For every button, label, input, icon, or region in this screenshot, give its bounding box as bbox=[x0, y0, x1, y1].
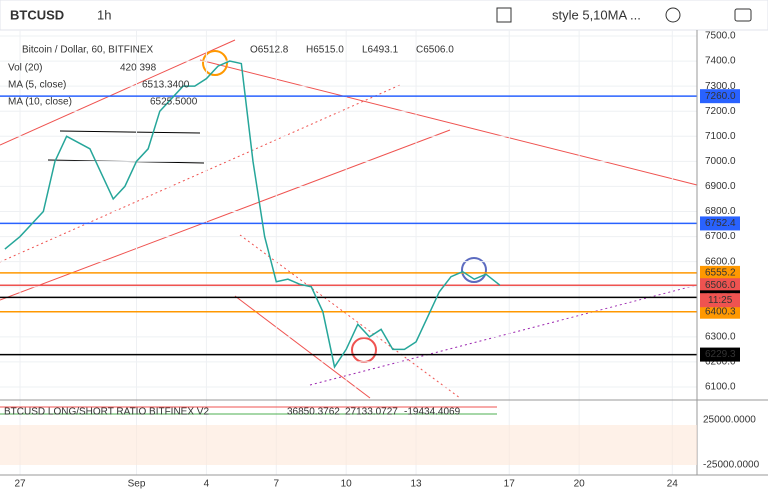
y-tick-label: 7300.0 bbox=[705, 81, 736, 92]
toolbar: BTCUSD 1h style 5,10MA ... bbox=[0, 0, 768, 31]
legend-title: Bitcoin / Dollar, 60, BITFINEX bbox=[22, 45, 153, 56]
x-tick-label: 20 bbox=[574, 479, 586, 490]
x-tick-label: 24 bbox=[667, 479, 679, 490]
legend: Bitcoin / Dollar, 60, BITFINEX O6512.8 H… bbox=[8, 45, 454, 108]
symbol[interactable]: BTCUSD bbox=[10, 7, 64, 22]
vol-name: Vol (20) bbox=[8, 63, 42, 74]
lower-pane: BTCUSD LONG/SHORT RATIO BITFINEX V2 3685… bbox=[0, 406, 760, 471]
interval[interactable]: 1h bbox=[97, 7, 111, 22]
x-tick-label: 13 bbox=[410, 479, 422, 490]
vol-values: 420 398 bbox=[120, 63, 157, 74]
snapshot-button[interactable] bbox=[734, 8, 752, 22]
y-tick-label: 7200.0 bbox=[705, 106, 736, 117]
countdown: 11:25 bbox=[708, 295, 733, 306]
price-tag-label: 7260.0 bbox=[705, 91, 736, 102]
legend-high: H6515.0 bbox=[306, 45, 344, 56]
legend-close: C6506.0 bbox=[416, 45, 454, 56]
settings-button[interactable] bbox=[665, 7, 681, 23]
price-tag-label: 6506.0 bbox=[705, 280, 736, 291]
price-tag bbox=[700, 278, 740, 293]
x-tick-label: 7 bbox=[274, 479, 280, 490]
ma5-name: MA (5, close) bbox=[8, 80, 66, 91]
x-tick-label: 17 bbox=[504, 479, 516, 490]
pane-value-1: 36850.3762 bbox=[287, 407, 340, 418]
price-tag bbox=[700, 265, 740, 280]
price-tag-label: 6400.3 bbox=[705, 306, 736, 317]
price-tag bbox=[700, 89, 740, 104]
y-tick-label: 6700.0 bbox=[705, 231, 736, 242]
y-tick-label: 7000.0 bbox=[705, 156, 736, 167]
pane-value-2: 27133.0727 bbox=[345, 407, 398, 418]
pane-tick-bottom: -25000.0000 bbox=[703, 460, 760, 471]
price-tag-label: 6555.2 bbox=[705, 268, 736, 279]
price-tag-label: 6752.4 bbox=[705, 218, 736, 229]
y-tick-label: 7500.0 bbox=[705, 31, 736, 42]
price-tag bbox=[700, 216, 740, 231]
ma5-value: 6513.3400 bbox=[142, 80, 190, 91]
y-tick-label: 6600.0 bbox=[705, 256, 736, 267]
x-tick-label: 27 bbox=[14, 479, 26, 490]
x-tick-label: Sep bbox=[128, 479, 146, 490]
toolbar-bg bbox=[0, 0, 768, 31]
y-tick-label: 6800.0 bbox=[705, 206, 736, 217]
pane-title: BTCUSD LONG/SHORT RATIO BITFINEX V2 bbox=[4, 407, 209, 418]
pane-value-3: -19434.4069 bbox=[404, 407, 461, 418]
y-tick-label: 7100.0 bbox=[705, 131, 736, 142]
price-tag bbox=[700, 347, 740, 362]
price-tag bbox=[700, 304, 740, 319]
countdown-tag bbox=[700, 293, 740, 308]
ma10-name: MA (10, close) bbox=[8, 97, 72, 108]
x-tick-label: 10 bbox=[341, 479, 353, 490]
legend-open: O6512.8 bbox=[250, 45, 289, 56]
layout-button[interactable] bbox=[496, 7, 512, 23]
y-tick-label: 6900.0 bbox=[705, 181, 736, 192]
ratio-area bbox=[0, 425, 697, 465]
x-tick-label: 4 bbox=[204, 479, 210, 490]
y-tick-label: 6100.0 bbox=[705, 382, 736, 393]
y-tick-label: 6200.0 bbox=[705, 357, 736, 368]
y-tick-label: 6300.0 bbox=[705, 331, 736, 342]
pane-tick-top: 25000.0000 bbox=[703, 415, 756, 426]
template[interactable]: style 5,10MA ... bbox=[552, 7, 641, 22]
ma10-value: 6525.5000 bbox=[150, 97, 198, 108]
price-tag-label: 6229.3 bbox=[705, 349, 736, 360]
legend-low: L6493.1 bbox=[362, 45, 399, 56]
y-tick-label: 7400.0 bbox=[705, 56, 736, 67]
price-line-series bbox=[4, 60, 501, 369]
